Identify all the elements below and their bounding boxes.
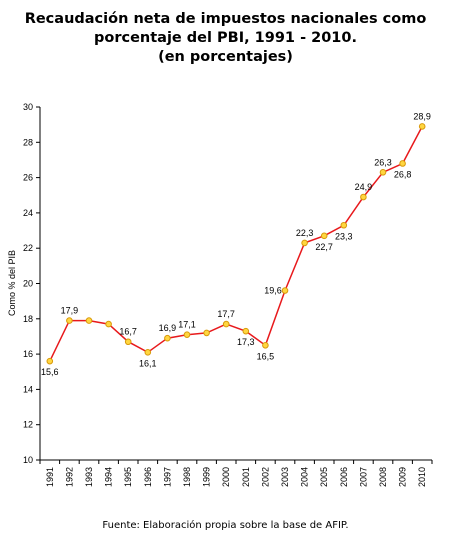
data-point [203,329,210,337]
y-tick-label: 12 [23,420,33,430]
data-label: 16,5 [257,351,275,361]
data-label: 26,3 [374,157,392,167]
x-tick-label: 1995 [123,467,133,487]
data-label: 16,1 [139,358,157,368]
y-tick-label: 10 [23,455,33,465]
y-tick-label: 14 [23,384,33,394]
x-tick-label: 2008 [378,467,388,487]
data-point [66,317,73,324]
y-tick-label: 24 [23,208,33,218]
data-point [222,320,230,328]
data-point [360,193,367,201]
data-label: 24,9 [355,182,373,192]
data-point [46,357,54,365]
y-tick-label: 16 [23,349,33,359]
series-line [49,126,423,362]
x-tick-label: 1992 [64,467,74,487]
data-point [164,334,171,342]
data-point [399,160,406,167]
y-tick-label: 20 [23,279,33,289]
x-tick-label: 2003 [280,467,290,487]
data-points [46,123,426,365]
x-tick-label: 2010 [417,467,427,487]
x-tick-label: 2002 [260,467,270,487]
data-point [85,317,93,324]
data-point [183,331,191,338]
y-axis-label: Como % del PIB [7,250,17,316]
data-label: 17,9 [61,306,79,316]
y-axis-ticks: 10 12 14 16 18 20 22 24 26 28 30 [23,102,40,465]
x-tick-label: 2001 [241,467,251,487]
data-label: 22,3 [296,228,314,238]
x-tick-label: 1991 [45,467,55,487]
data-point [281,287,289,294]
data-label: 23,3 [335,231,353,241]
data-point [379,169,387,176]
y-tick-label: 22 [23,243,33,253]
x-tick-label: 2004 [300,467,310,487]
data-label: 15,6 [41,367,59,377]
x-tick-label: 2005 [319,467,329,487]
x-tick-label: 1996 [143,467,153,487]
x-axis-ticks: 1991 1992 1993 1994 1995 1996 1997 1998 1999 2000… [39,460,433,487]
x-tick-label: 1997 [162,467,172,487]
data-label: 22,7 [315,242,333,252]
chart-title-line-2: porcentaje del PBI, 1991 - 2010. [93,30,357,46]
chart-title-line-3: (en porcentajes) [158,49,293,65]
x-tick-label: 2000 [221,467,231,487]
data-label: 17,7 [217,309,235,319]
x-tick-label: 2009 [398,467,408,487]
data-label: 28,9 [413,111,431,121]
x-tick-label: 1999 [202,467,212,487]
data-label: 19,6 [264,286,282,296]
data-label: 16,7 [119,327,137,337]
data-point [262,341,269,349]
data-label: 17,3 [237,337,255,347]
x-tick-label: 1998 [182,467,192,487]
x-tick-label: 1993 [84,467,94,487]
y-tick-label: 28 [23,137,33,147]
y-tick-label: 30 [23,102,33,112]
data-point [144,349,152,356]
data-label: 16,9 [159,323,177,333]
data-label: 17,1 [178,320,196,330]
chart-title-line-1: Recaudación neta de impuestos nacionales… [24,11,427,27]
data-point [105,320,112,328]
data-point [340,221,348,229]
data-labels: 15,6 17,9 16,7 16,1 16,9 17,1 17,7 17,316,5 19,6… [41,111,431,377]
data-point [301,239,308,247]
data-label: 26,8 [394,169,412,179]
chart-title: Recaudación neta de impuestos nacionales… [0,10,451,67]
data-point [242,327,250,335]
data-point [320,232,328,240]
data-point [124,338,132,346]
data-point [418,123,426,130]
y-tick-label: 18 [23,314,33,324]
x-tick-label: 2006 [339,467,349,487]
source-note: Fuente: Elaboración propia sobre la base… [102,520,349,531]
x-tick-label: 1994 [104,467,114,487]
x-tick-label: 2007 [358,467,368,487]
chart-axes [39,107,432,461]
y-tick-label: 26 [23,173,33,183]
